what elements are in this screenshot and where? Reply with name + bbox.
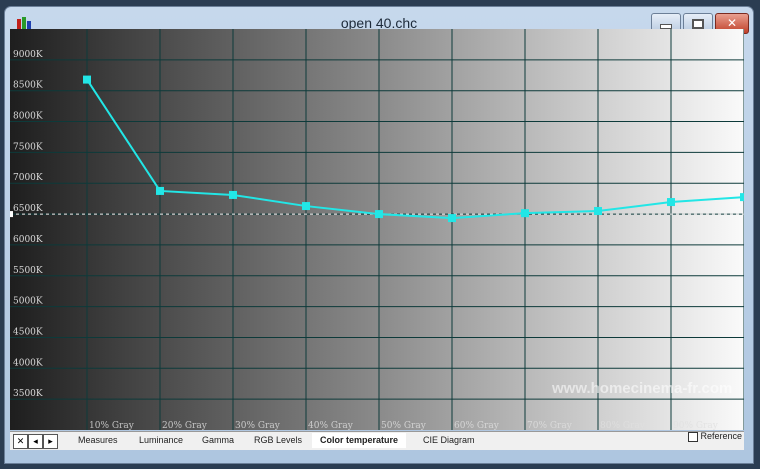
next-tab-button[interactable]: ▸: [43, 434, 58, 449]
y-tick-label: 3500K: [13, 389, 43, 399]
x-tick-label: 60% Gray: [454, 421, 500, 430]
x-tick-label: 10% Gray: [89, 421, 135, 430]
y-tick-label: 8500K: [13, 81, 43, 91]
y-tick-label: 4000K: [13, 358, 43, 368]
x-tick-label: 50% Gray: [381, 421, 427, 430]
x-tick-label: 30% Gray: [235, 421, 281, 430]
close-tab-button[interactable]: ✕: [13, 434, 28, 449]
data-point: [594, 206, 602, 215]
x-tick-label: 90% Gray: [673, 421, 719, 430]
minimize-button[interactable]: [651, 13, 681, 34]
y-tick-label: 4500K: [13, 327, 43, 337]
data-point: [521, 209, 529, 218]
chart-area: 9000K 8500K 8000K 7500K 7000K 6500K 6000K 5500K…: [10, 29, 744, 430]
reference-marker: [10, 211, 13, 218]
tab-color-temperature[interactable]: Color temperature: [312, 433, 407, 448]
tab-rgb-levels[interactable]: RGB Levels: [254, 435, 303, 445]
data-point: [667, 198, 675, 207]
data-point: [83, 75, 91, 84]
y-tick-label: 7000K: [13, 173, 43, 183]
y-tick-label: 6500K: [13, 204, 43, 214]
reference-checkbox[interactable]: Reference: [688, 431, 742, 442]
data-point: [229, 190, 237, 199]
tab-bar: ✕ ◂ ▸ Measures Luminance Gamma RGB Level…: [10, 431, 744, 450]
reference-label: Reference: [700, 431, 743, 441]
data-point: [302, 202, 310, 211]
maximize-icon: [692, 19, 704, 29]
x-tick-label: 20% Gray: [162, 421, 208, 430]
y-tick-label: 7500K: [13, 142, 43, 152]
y-tick-label: 5500K: [13, 266, 43, 276]
checkbox-icon: [688, 431, 698, 442]
close-icon: ✕: [726, 16, 738, 30]
x-tick-label: 40% Gray: [308, 421, 354, 430]
tab-cie-diagram[interactable]: CIE Diagram: [423, 435, 475, 445]
y-tick-label: 6000K: [13, 235, 43, 245]
y-tick-label: 9000K: [13, 50, 43, 60]
data-point: [156, 186, 164, 195]
y-tick-label: 8000K: [13, 112, 43, 122]
data-point: [448, 214, 456, 223]
x-tick-label: 80% Gray: [600, 421, 646, 430]
minimize-icon: [660, 24, 672, 29]
window-title: open 40.chc: [340, 15, 418, 31]
series-line: [86, 79, 744, 220]
y-tick-label: 5000K: [13, 297, 43, 307]
tab-gamma[interactable]: Gamma: [202, 435, 235, 445]
app-chart-icon: [17, 17, 31, 30]
data-point: [375, 210, 383, 219]
watermark: www.homecinema-fr.com: [552, 380, 733, 397]
prev-tab-button[interactable]: ◂: [28, 434, 43, 449]
maximize-button[interactable]: [683, 13, 713, 34]
color-temperature-chart: 9000K 8500K 8000K 7500K 7000K 6500K 6000K 5500K…: [10, 29, 744, 430]
tab-luminance[interactable]: Luminance: [139, 435, 184, 445]
tab-measures[interactable]: Measures: [78, 435, 118, 445]
x-tick-label: 70% Gray: [527, 421, 573, 430]
data-point: [740, 193, 744, 202]
